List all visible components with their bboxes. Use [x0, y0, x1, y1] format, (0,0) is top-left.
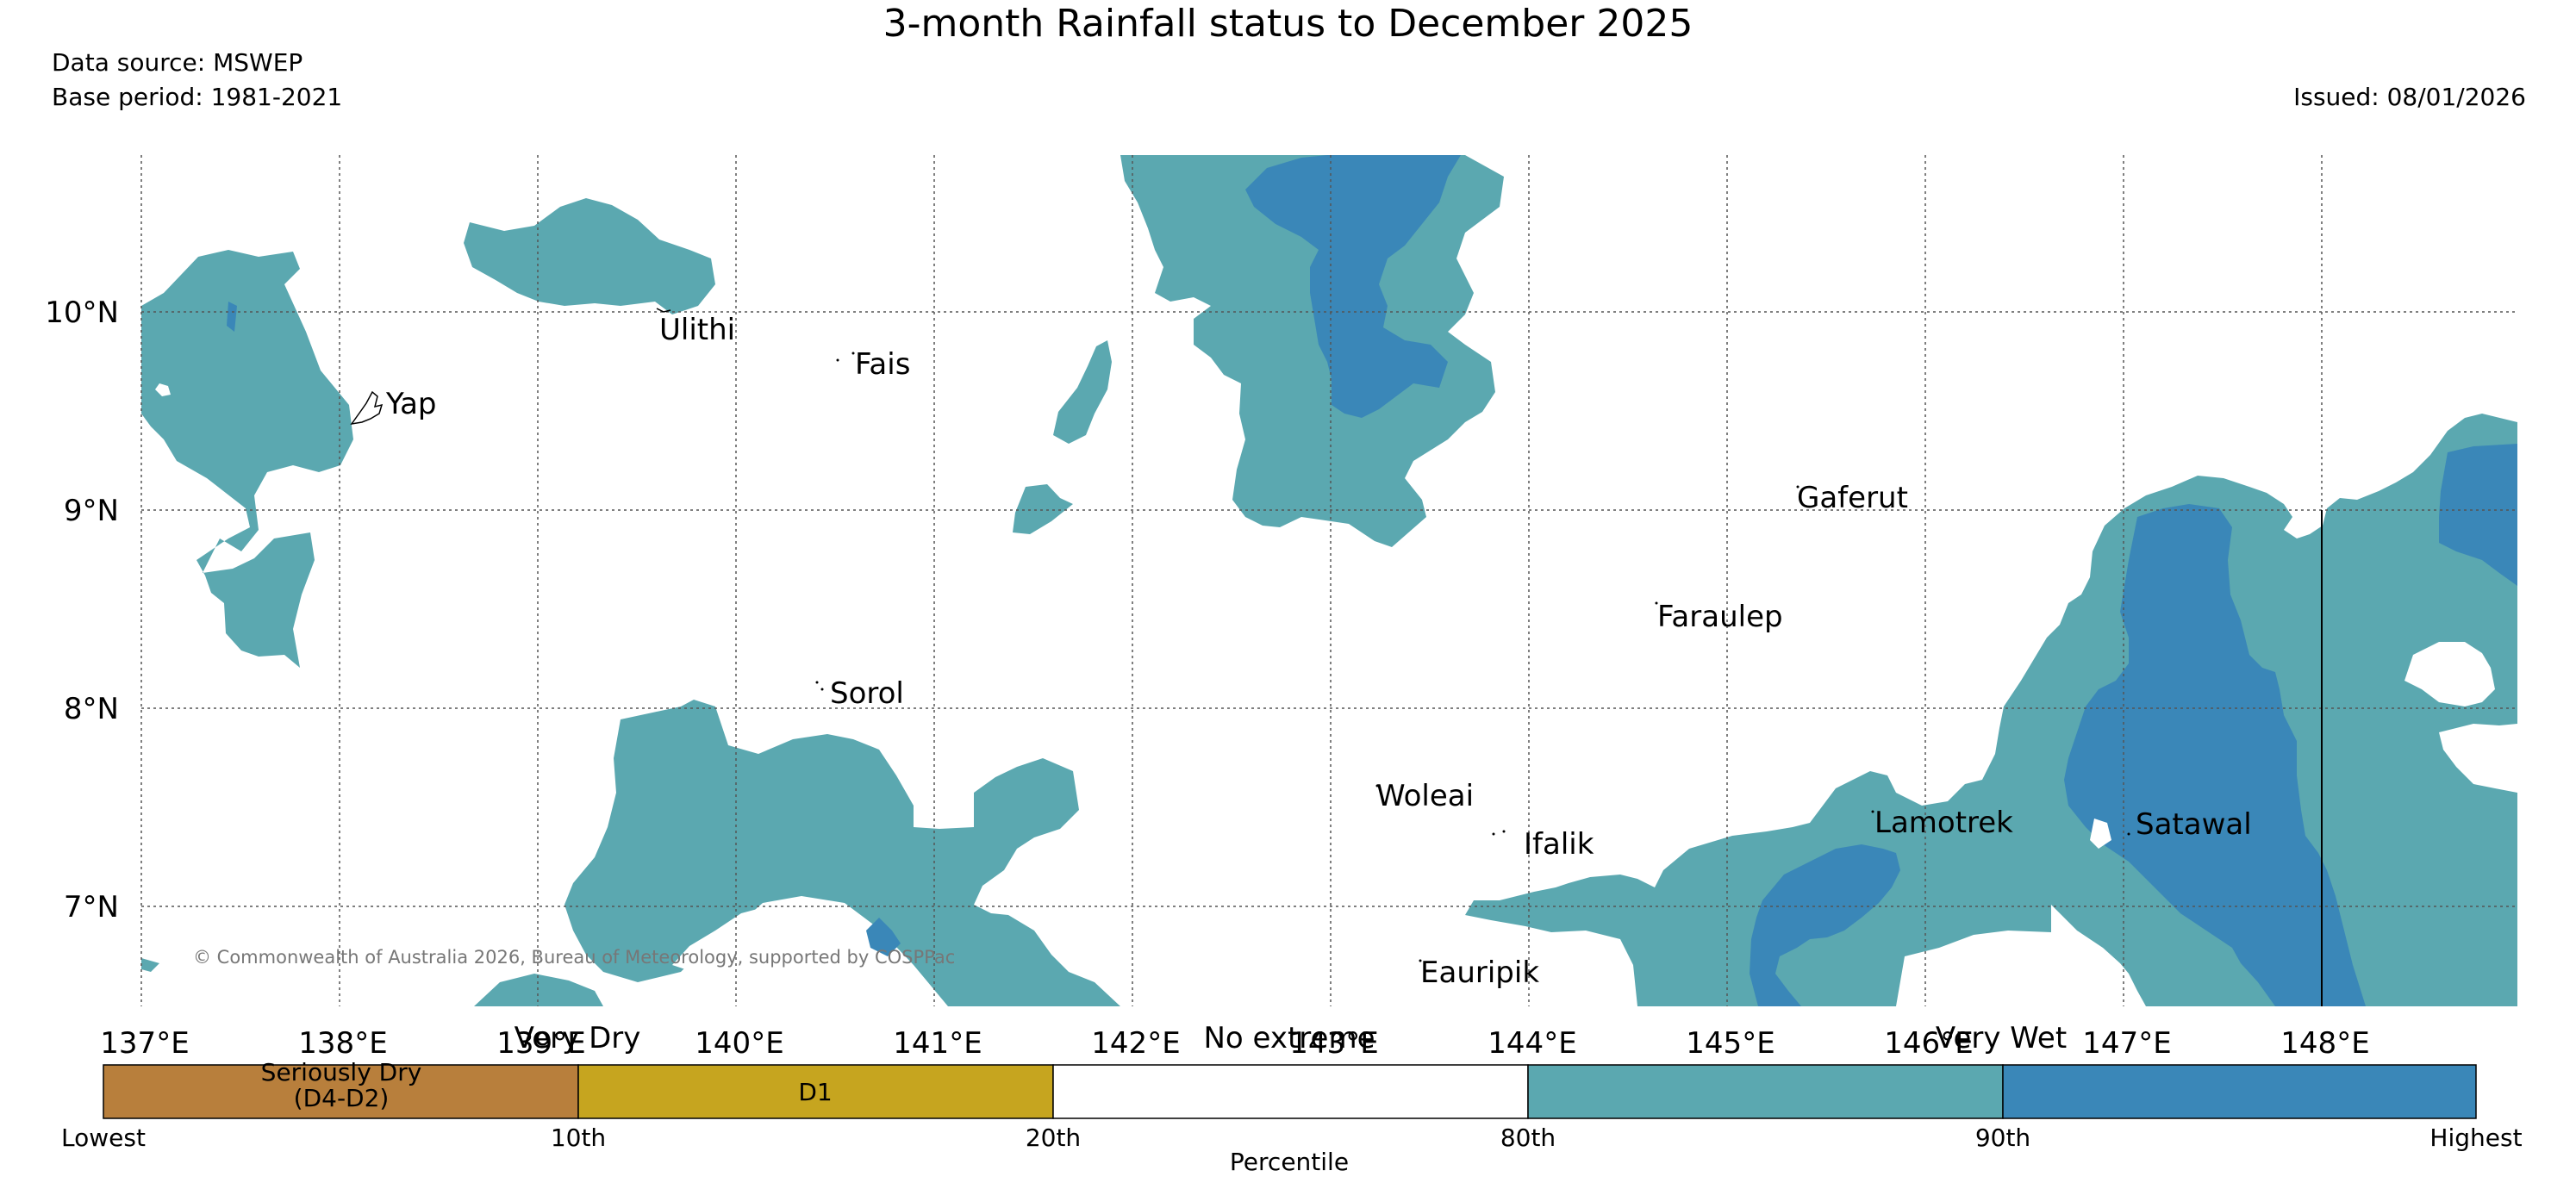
very-wet-small — [866, 918, 901, 956]
lat-label-9n: 9°N — [64, 494, 119, 528]
legend-tick-10th: 10th — [551, 1124, 606, 1152]
place-label-fais: Fais — [855, 347, 910, 382]
legend-segment-label-line2: (D4-D2) — [294, 1084, 390, 1112]
place-label-woleai: Woleai — [1376, 779, 1474, 813]
island-outlines — [350, 308, 671, 426]
place-label-lamotrek: Lamotrek — [1874, 806, 2013, 840]
hole-4 — [1896, 931, 2051, 1006]
issued-date-label: Issued: 08/01/2026 — [2293, 83, 2526, 111]
place-label-satawal: Satawal — [2136, 807, 2252, 842]
very-wet-region-north — [1245, 155, 1461, 418]
wet-region-north-small — [1053, 340, 1112, 444]
legend-swatch-seriously-dry — [103, 1064, 579, 1119]
very-wet-region-satawal — [2064, 504, 2366, 1006]
lon-label-147e: 147°E — [2082, 1026, 2171, 1061]
copyright-notice: © Commonwealth of Australia 2026, Bureau… — [193, 947, 955, 968]
graticule — [140, 155, 2517, 1006]
wet-region-ulithi — [464, 198, 715, 314]
yap-island-icon — [350, 390, 384, 426]
map-title: 3-month Rainfall status to December 2025 — [883, 2, 1693, 46]
lat-label-8n: 8°N — [64, 692, 119, 726]
wet-region-south — [564, 700, 1120, 1006]
hole-7 — [155, 383, 171, 396]
legend-category-very-dry: Very Dry — [515, 1021, 641, 1055]
legend-segment-label-line1: Seriously Dry — [261, 1058, 422, 1086]
legend-category-very-wet: Very Wet — [1936, 1021, 2067, 1055]
hole-1 — [2404, 642, 2495, 707]
wet-region-sw — [141, 958, 159, 972]
lon-label-142e: 142°E — [1091, 1026, 1180, 1061]
lon-label-144e: 144°E — [1488, 1026, 1576, 1061]
rainfall-anomaly-shading — [141, 155, 2517, 1006]
legend-tick-80th: 80th — [1500, 1124, 1556, 1152]
legend-tick-20th: 20th — [1026, 1124, 1081, 1152]
very-wet-region-lamotrek — [1750, 844, 1900, 1006]
legend-swatch-d1 — [577, 1064, 1054, 1119]
legend-axis-label: Percentile — [1230, 1148, 1349, 1176]
place-label-ifalik: Ifalik — [1524, 827, 1594, 862]
lon-label-148e: 148°E — [2280, 1026, 2369, 1061]
lon-label-141e: 141°E — [893, 1026, 982, 1061]
wet-region-east — [1465, 414, 2517, 1006]
base-period-label: Base period: 1981-2021 — [52, 83, 343, 111]
legend-tick-90th: 90th — [1975, 1124, 2030, 1152]
place-label-sorol: Sorol — [830, 676, 904, 711]
wet-region-north — [1120, 155, 1504, 547]
hole-6 — [2090, 819, 2111, 849]
legend: Very Dry No extreme Very Wet Seriously D… — [61, 1021, 2523, 1176]
place-label-yap: Yap — [385, 387, 437, 421]
lon-label-145e: 145°E — [1686, 1026, 1775, 1061]
lon-label-137e: 137°E — [100, 1026, 189, 1061]
lon-label-146e: 146°E — [1884, 1026, 1973, 1061]
legend-tick-lowest: Lowest — [61, 1124, 146, 1152]
ulithi-atoll-icon — [656, 308, 671, 313]
data-source-label: Data source: MSWEP — [52, 48, 303, 77]
lon-label-143e: 143°E — [1289, 1026, 1378, 1061]
legend-category-no-extreme: No extreme — [1203, 1021, 1375, 1055]
hole-2 — [2439, 724, 2517, 793]
very-wet-region-far-east — [2439, 444, 2517, 586]
wet-region-south-bottom — [474, 974, 603, 1006]
legend-swatch-very-wet — [2002, 1064, 2477, 1119]
legend-swatch-no-extreme — [1052, 1064, 1529, 1119]
lon-label-138e: 138°E — [298, 1026, 387, 1061]
atoll-dots — [815, 352, 2130, 962]
hole-5 — [672, 906, 810, 974]
place-label-eauripik: Eauripik — [1420, 956, 1539, 990]
legend-segment-label-d1: D1 — [798, 1078, 832, 1106]
wet-region-west — [141, 250, 353, 668]
legend-swatch-wet — [1527, 1064, 2004, 1119]
wet-region-north-small2 — [1013, 484, 1073, 534]
lon-label-139e: 139°E — [496, 1026, 585, 1061]
place-label-gaferut: Gaferut — [1797, 481, 1908, 515]
hole-3 — [2051, 905, 2146, 1006]
place-label-ulithi: Ulithi — [659, 313, 735, 347]
lat-label-10n: 10°N — [45, 296, 119, 330]
lat-label-7n: 7°N — [64, 890, 119, 924]
legend-tick-highest: Highest — [2429, 1124, 2522, 1152]
lon-label-140e: 140°E — [695, 1026, 783, 1061]
place-label-faraulep: Faraulep — [1657, 600, 1783, 634]
very-wet-small2 — [227, 302, 237, 332]
